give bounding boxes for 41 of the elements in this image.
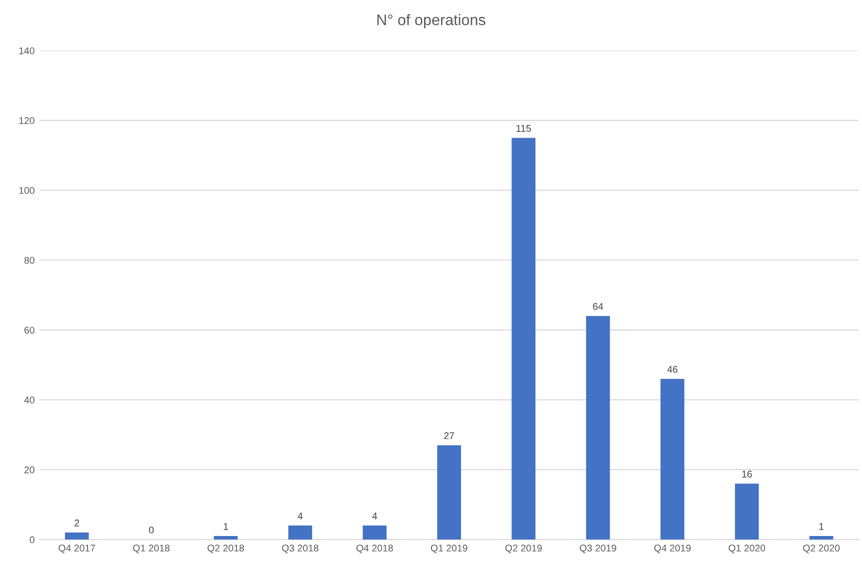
y-tick-label: 0 <box>30 536 34 544</box>
bar <box>288 526 312 540</box>
bar <box>64 532 89 540</box>
y-tick-label: 20 <box>24 466 34 474</box>
bar <box>214 536 238 540</box>
bar <box>734 484 759 540</box>
y-tick-label: 140 <box>19 47 34 54</box>
x-tick-label: Q2 2018 <box>208 544 244 554</box>
y-tick-label: 40 <box>24 396 34 404</box>
data-label: 4 <box>372 512 378 520</box>
data-label: 2 <box>74 520 80 526</box>
data-label: 16 <box>742 470 752 478</box>
x-tick-label: Q4 2018 <box>356 544 393 554</box>
bar <box>809 536 834 540</box>
y-tick-label: 100 <box>19 187 34 194</box>
x-tick-label: Q4 2019 <box>654 544 691 554</box>
x-tick-label: Q3 2018 <box>282 544 318 554</box>
y-tick-label: 120 <box>19 117 34 124</box>
data-label: 27 <box>444 432 454 440</box>
data-label: 1 <box>819 523 824 530</box>
bar <box>586 316 610 540</box>
bar <box>362 526 387 540</box>
x-tick-label: Q1 2020 <box>728 544 766 554</box>
data-label: 0 <box>148 526 154 534</box>
y-tick-label: 80 <box>24 256 34 264</box>
bar <box>660 378 684 540</box>
bar <box>512 138 536 540</box>
x-tick-label: Q3 2019 <box>580 544 616 554</box>
x-tick-label: Q1 2018 <box>133 544 170 554</box>
data-label: 64 <box>593 303 604 310</box>
y-tick-label: 60 <box>24 326 34 334</box>
data-label: 46 <box>667 366 678 373</box>
x-tick-label: Q2 2019 <box>505 544 542 554</box>
chart-title: N° of operations <box>377 14 486 28</box>
x-tick-label: Q2 2020 <box>803 544 840 554</box>
x-tick-label: Q1 2019 <box>430 544 468 554</box>
data-label: 1 <box>224 523 228 530</box>
x-tick-label: Q4 2017 <box>58 544 96 554</box>
bar <box>437 445 462 540</box>
data-label: 4 <box>298 512 303 520</box>
data-label: 115 <box>516 125 531 132</box>
